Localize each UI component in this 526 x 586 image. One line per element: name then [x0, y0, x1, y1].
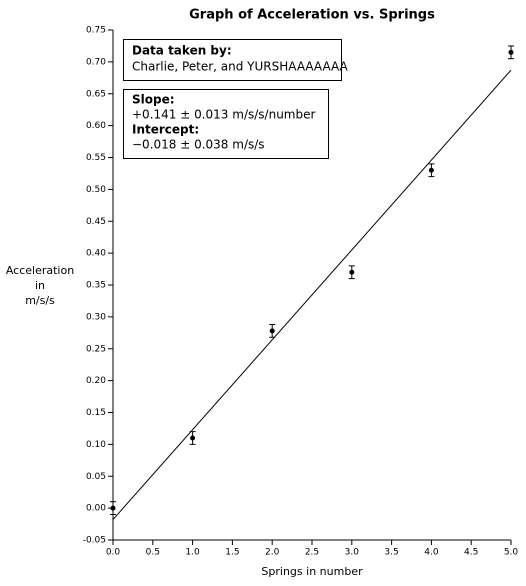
y-tick-label: 0.45 [86, 217, 106, 227]
y-axis-label: in [35, 279, 45, 292]
x-tick-label: 5.0 [504, 548, 519, 558]
annotation-heading: Data taken by: [132, 44, 232, 58]
y-tick-label: 0.60 [86, 121, 106, 131]
y-axis-label: m/s/s [25, 294, 55, 307]
x-tick-label: 0.5 [146, 548, 160, 558]
plot [110, 45, 514, 520]
x-tick-label: 4.0 [424, 548, 439, 558]
annotation-box [123, 39, 342, 81]
point [269, 328, 275, 334]
point [349, 269, 355, 275]
annotation-text: +0.141 ± 0.013 m/s/s/number [132, 108, 315, 122]
y-axis-label: Acceleration [6, 264, 74, 277]
x-tick-label: 2.0 [265, 548, 280, 558]
point [190, 435, 196, 441]
chart-title: Graph of Acceleration vs. Springs [189, 8, 435, 23]
y-tick-label: -0.05 [83, 536, 106, 546]
x-axis-label: Springs in number [261, 565, 363, 578]
y-tick-label: 0.25 [86, 344, 106, 354]
annotation-heading: Slope: [132, 93, 175, 107]
annotation-text: Charlie, Peter, and YURSHAAAAAAA [132, 60, 349, 74]
x-tick-label: 1.5 [225, 548, 239, 558]
y-tick-label: 0.20 [86, 376, 106, 386]
point [428, 167, 434, 173]
annotation-text: −0.018 ± 0.038 m/s/s [132, 138, 265, 152]
y-tick-label: 0.65 [86, 89, 106, 99]
y-tick-label: 0.05 [86, 472, 106, 482]
x-tick-label: 2.5 [305, 548, 319, 558]
y-tick-label: 0.35 [86, 281, 106, 291]
x-tick-label: 1.0 [185, 548, 200, 558]
annotation-box [123, 89, 329, 159]
y-tick-label: 0.50 [86, 185, 106, 195]
x-tick-label: 3.0 [345, 548, 360, 558]
x-tick-label: 4.5 [464, 548, 478, 558]
annotation-heading: Intercept: [132, 123, 199, 137]
y-tick-label: 0.15 [86, 408, 106, 418]
x-tick-label: 3.5 [384, 548, 398, 558]
x-tick-label: 0.0 [106, 548, 121, 558]
y-tick-label: 0.00 [86, 504, 106, 514]
point [508, 49, 514, 55]
y-tick-label: 0.40 [86, 249, 106, 259]
fit-line [112, 69, 512, 520]
y-tick-label: 0.30 [86, 312, 106, 322]
y-tick-label: 0.10 [86, 440, 106, 450]
y-tick-label: 0.70 [86, 57, 106, 67]
y-tick-label: 0.75 [86, 26, 106, 36]
y-tick-label: 0.55 [86, 153, 106, 163]
